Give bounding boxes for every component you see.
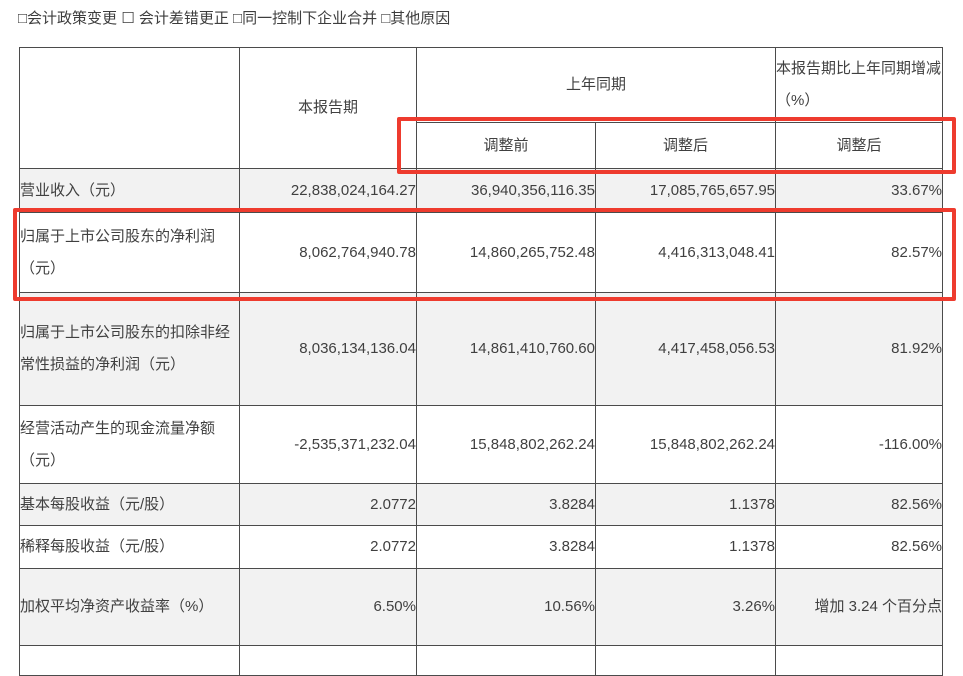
cell-change: 82.56%	[775, 483, 944, 526]
cell-prior-after: 1.1378	[594, 525, 777, 569]
cell-change: 增加 3.24 个百分点	[775, 568, 944, 646]
cell-current: 2.0772	[239, 525, 417, 569]
cell-change: 81.92%	[775, 292, 944, 406]
table-row-operating-cash-flow: 经营活动产生的现金流量净额（元） -2,535,371,232.04 15,84…	[19, 405, 944, 484]
cell-prior-before: 36,940,356,116.35	[416, 168, 596, 213]
cell-prior-after: 3.26%	[594, 568, 777, 646]
header-yoy-change: 本报告期比上年同期增减（%）	[775, 47, 944, 123]
cell-prior-before: 14,861,410,760.60	[416, 292, 596, 406]
cell-change: 82.57%	[775, 212, 944, 293]
restatement-reason-options: □会计政策变更 ☐ 会计差错更正 □同一控制下企业合并 □其他原因	[18, 10, 451, 27]
table-row-revenue: 营业收入（元） 22,838,024,164.27 36,940,356,116…	[19, 168, 944, 213]
cell-label: 稀释每股收益（元/股）	[19, 525, 240, 569]
cell-label: 加权平均净资产收益率（%）	[19, 568, 240, 646]
cell-change: -116.00%	[775, 405, 944, 484]
cell-prior-after: 15,848,802,262.24	[594, 405, 777, 484]
cell-prior-after: 17,085,765,657.95	[594, 168, 777, 213]
header-current-period: 本报告期	[239, 47, 417, 169]
financial-summary-table: 本报告期 上年同期 本报告期比上年同期增减（%） 调整前 调整后 调整后 营业收…	[19, 47, 944, 676]
cell-current: 22,838,024,164.27	[239, 168, 417, 213]
table-row-weighted-roe: 加权平均净资产收益率（%） 6.50% 10.56% 3.26% 增加 3.24…	[19, 568, 944, 646]
header-prior-period: 上年同期	[415, 47, 777, 123]
cell-prior-before: 14,860,265,752.48	[416, 212, 596, 293]
cell-change: 82.56%	[775, 525, 944, 569]
cell-prior-after: 1.1378	[594, 483, 777, 526]
header-row-2: 调整前 调整后 调整后	[20, 122, 944, 169]
table-row-cutoff	[19, 645, 944, 676]
cell-label: 基本每股收益（元/股）	[19, 483, 240, 526]
cell-prior-before: 3.8284	[416, 525, 596, 569]
header-row-1: 本报告期 上年同期 本报告期比上年同期增减（%）	[19, 47, 944, 169]
table-row-basic-eps: 基本每股收益（元/股） 2.0772 3.8284 1.1378 82.56%	[19, 483, 944, 526]
cell-current: 2.0772	[239, 483, 417, 526]
cell-change: 33.67%	[775, 168, 944, 213]
cell-current: 8,036,134,136.04	[239, 292, 417, 406]
cell-label: 营业收入（元）	[19, 168, 240, 213]
cell-label: 归属于上市公司股东的扣除非经常性损益的净利润（元）	[19, 292, 240, 406]
financial-report-page: { "note": { "text": "□会计政策变更 ☐ 会计差错更正 □同…	[13, 10, 956, 676]
cell-prior-before: 10.56%	[416, 568, 596, 646]
cell-label: 经营活动产生的现金流量净额（元）	[19, 405, 240, 484]
cell-label: 归属于上市公司股东的净利润（元）	[19, 212, 240, 293]
cell-current: 8,062,764,940.78	[239, 212, 417, 293]
cell-prior-before: 3.8284	[416, 483, 596, 526]
header-after-adjustment: 调整后	[594, 122, 777, 169]
table-row-net-profit-excl-nonrecurring: 归属于上市公司股东的扣除非经常性损益的净利润（元） 8,036,134,136.…	[19, 292, 944, 406]
cell-prior-after: 4,417,458,056.53	[594, 292, 777, 406]
header-after-adjustment-change: 调整后	[775, 122, 944, 169]
cell-current: -2,535,371,232.04	[239, 405, 417, 484]
header-metric-empty	[19, 47, 240, 169]
cell-current: 6.50%	[239, 568, 417, 646]
header-before-adjustment: 调整前	[416, 122, 596, 169]
cell-prior-after: 4,416,313,048.41	[594, 212, 777, 293]
table-row-diluted-eps: 稀释每股收益（元/股） 2.0772 3.8284 1.1378 82.56%	[19, 525, 944, 569]
cell-prior-before: 15,848,802,262.24	[416, 405, 596, 484]
table-row-net-profit: 归属于上市公司股东的净利润（元） 8,062,764,940.78 14,860…	[19, 212, 944, 293]
